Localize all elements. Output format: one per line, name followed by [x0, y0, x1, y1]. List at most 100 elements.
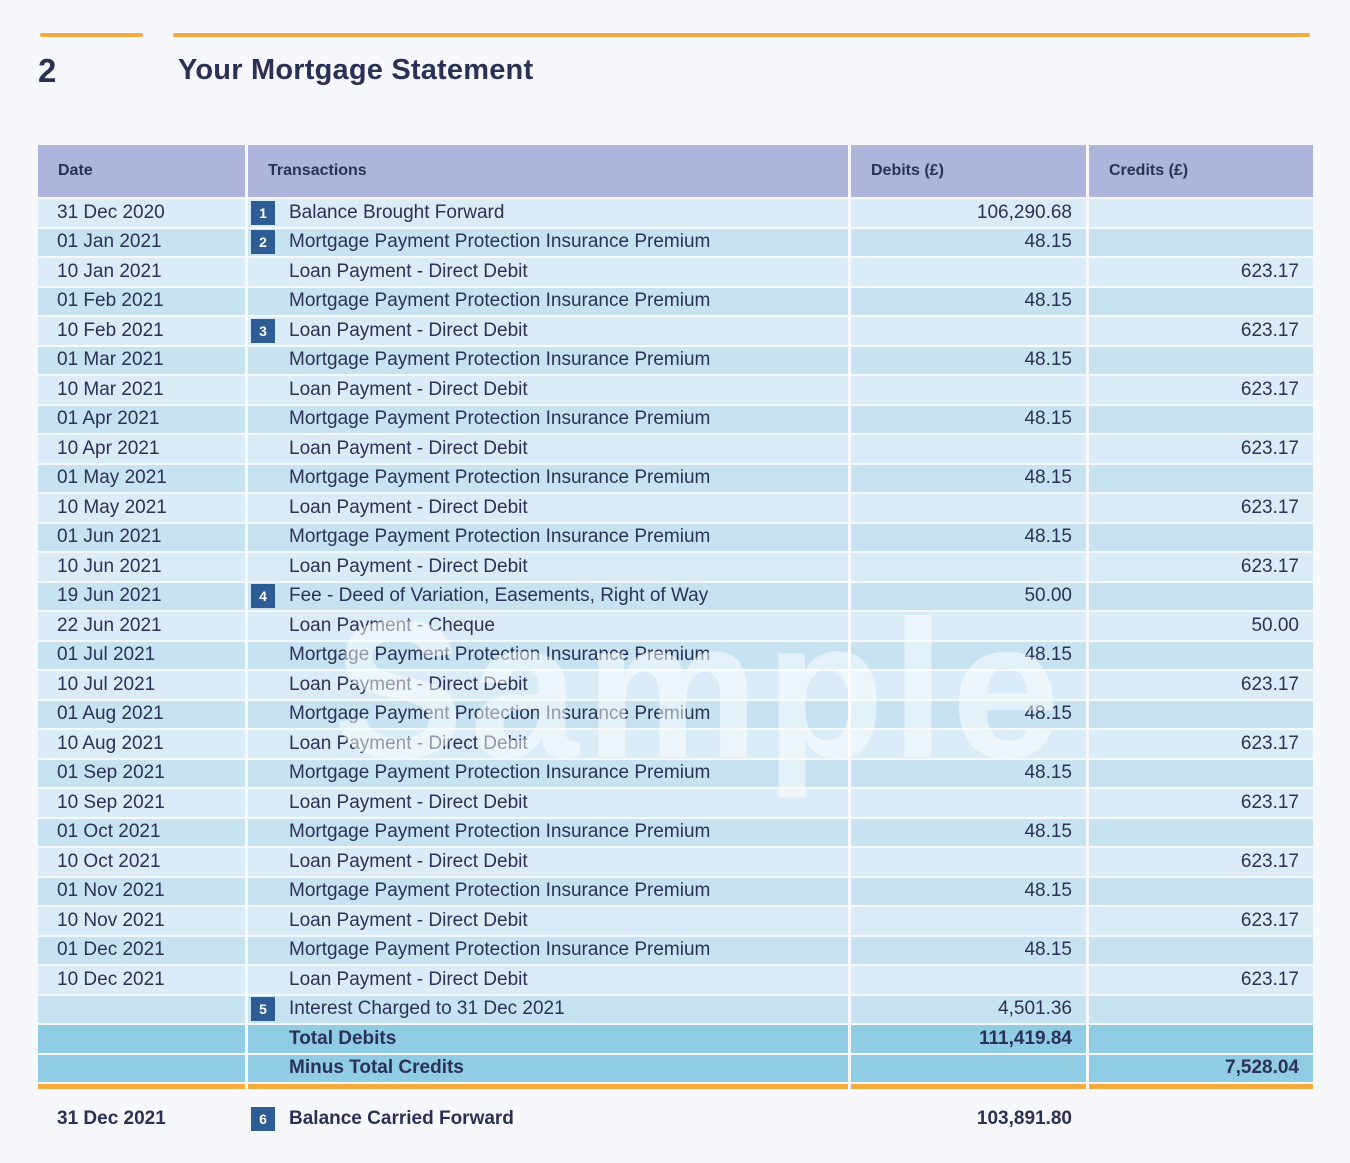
transaction-label: Loan Payment - Direct Debit	[289, 378, 528, 400]
debit-cell: 48.15	[851, 700, 1086, 728]
balance-date: 31 Dec 2021	[57, 1108, 166, 1129]
total-debits-row: Total Debits 111,419.84	[38, 1025, 1313, 1053]
date-cell: 01 Dec 2021	[38, 936, 245, 964]
credit-cell	[1089, 199, 1313, 227]
debit-cell	[851, 671, 1086, 699]
date-cell: 10 Apr 2021	[38, 435, 245, 463]
debit-cell: 4,501.36	[851, 995, 1086, 1023]
date-cell: 31 Dec 2020	[38, 199, 245, 227]
transaction-label: Mortgage Payment Protection Insurance Pr…	[289, 880, 711, 902]
transaction-label: Loan Payment - Direct Debit	[289, 437, 528, 459]
date-cell	[38, 995, 245, 1023]
debit-cell: 48.15	[851, 759, 1086, 787]
debit-cell: 48.15	[851, 523, 1086, 551]
total-credits-label: Minus Total Credits	[248, 1054, 848, 1082]
credit-cell	[1089, 936, 1313, 964]
balance-label: Balance Carried Forward	[289, 1108, 514, 1129]
section-accent-rule	[40, 33, 143, 37]
credit-cell: 623.17	[1089, 671, 1313, 699]
title-accent-rule	[173, 33, 1310, 37]
table-row: 10 Jul 2021 Loan Payment - Direct Debit …	[38, 671, 1313, 699]
total-credits-debit-cell	[851, 1054, 1086, 1082]
column-header-debits: Debits (£)	[851, 145, 1086, 197]
date-cell: 10 May 2021	[38, 494, 245, 522]
table-row: 10 Sep 2021 Loan Payment - Direct Debit …	[38, 789, 1313, 817]
date-cell: 10 Jul 2021	[38, 671, 245, 699]
credit-cell: 623.17	[1089, 435, 1313, 463]
transaction-label: Mortgage Payment Protection Insurance Pr…	[289, 703, 711, 725]
date-cell: 01 Jun 2021	[38, 523, 245, 551]
transaction-label: Balance Brought Forward	[289, 201, 505, 223]
transaction-label: Loan Payment - Direct Debit	[289, 555, 528, 577]
date-cell: 01 May 2021	[38, 464, 245, 492]
transaction-label: Loan Payment - Direct Debit	[289, 850, 528, 872]
balance-value: 103,891.80	[976, 1108, 1072, 1129]
debit-cell: 48.15	[851, 818, 1086, 846]
credit-cell	[1089, 287, 1313, 315]
transaction-label: Mortgage Payment Protection Insurance Pr…	[289, 231, 711, 253]
table-row: 01 Oct 2021 Mortgage Payment Protection …	[38, 818, 1313, 846]
transaction-cell: Mortgage Payment Protection Insurance Pr…	[248, 700, 848, 728]
credit-cell	[1089, 464, 1313, 492]
transaction-cell: 3 Loan Payment - Direct Debit	[248, 317, 848, 345]
credit-cell	[1089, 700, 1313, 728]
transaction-label: Fee - Deed of Variation, Easements, Righ…	[289, 585, 709, 607]
debit-cell: 48.15	[851, 877, 1086, 905]
balance-credit-cell	[1089, 1105, 1313, 1133]
transaction-cell: Mortgage Payment Protection Insurance Pr…	[248, 346, 848, 374]
table-row: 10 Dec 2021 Loan Payment - Direct Debit …	[38, 966, 1313, 994]
debit-cell	[851, 435, 1086, 463]
credit-cell	[1089, 995, 1313, 1023]
transaction-label: Loan Payment - Direct Debit	[289, 791, 528, 813]
transaction-cell: Loan Payment - Direct Debit	[248, 966, 848, 994]
credit-cell: 623.17	[1089, 494, 1313, 522]
debit-cell	[851, 907, 1086, 935]
section-number: 2	[38, 52, 57, 89]
debit-cell	[851, 317, 1086, 345]
debit-cell: 48.15	[851, 641, 1086, 669]
credit-cell	[1089, 759, 1313, 787]
date-cell: 01 Mar 2021	[38, 346, 245, 374]
transaction-cell: Loan Payment - Direct Debit	[248, 730, 848, 758]
note-badge: 2	[251, 230, 275, 255]
debit-cell: 48.15	[851, 936, 1086, 964]
total-credits-row: Minus Total Credits 7,528.04	[38, 1054, 1313, 1082]
balance-carried-forward-row: 31 Dec 2021 6 Balance Carried Forward 10…	[38, 1105, 1313, 1133]
transaction-cell: Mortgage Payment Protection Insurance Pr…	[248, 464, 848, 492]
table-row: 10 Jan 2021 Loan Payment - Direct Debit …	[38, 258, 1313, 286]
date-cell: 01 Apr 2021	[38, 405, 245, 433]
transaction-label: Mortgage Payment Protection Insurance Pr…	[289, 290, 711, 312]
transaction-label: Loan Payment - Direct Debit	[289, 496, 528, 518]
credit-cell: 623.17	[1089, 553, 1313, 581]
debit-cell: 48.15	[851, 405, 1086, 433]
debit-cell: 50.00	[851, 582, 1086, 610]
statement-table: Date Transactions Debits (£) Credits (£)…	[38, 145, 1313, 1133]
note-badge: 4	[251, 584, 275, 609]
transaction-label: Mortgage Payment Protection Insurance Pr…	[289, 526, 711, 548]
debit-cell: 48.15	[851, 287, 1086, 315]
transaction-label: Mortgage Payment Protection Insurance Pr…	[289, 644, 711, 666]
date-cell: 10 Oct 2021	[38, 848, 245, 876]
credit-cell: 623.17	[1089, 730, 1313, 758]
date-cell: 10 Nov 2021	[38, 907, 245, 935]
transaction-label: Loan Payment - Direct Debit	[289, 319, 528, 341]
transaction-cell: Loan Payment - Cheque	[248, 612, 848, 640]
debit-cell	[851, 848, 1086, 876]
credit-cell: 50.00	[1089, 612, 1313, 640]
debit-cell	[851, 730, 1086, 758]
transaction-label: Loan Payment - Direct Debit	[289, 260, 528, 282]
debit-cell: 48.15	[851, 346, 1086, 374]
debit-cell	[851, 553, 1086, 581]
transaction-cell: Mortgage Payment Protection Insurance Pr…	[248, 405, 848, 433]
debit-cell	[851, 494, 1086, 522]
credit-cell	[1089, 641, 1313, 669]
date-cell: 01 Feb 2021	[38, 287, 245, 315]
debit-cell	[851, 966, 1086, 994]
credit-cell	[1089, 818, 1313, 846]
note-badge: 5	[251, 997, 275, 1022]
debit-cell: 48.15	[851, 228, 1086, 256]
date-cell: 10 Mar 2021	[38, 376, 245, 404]
note-badge-6: 6	[251, 1107, 275, 1131]
credit-cell: 623.17	[1089, 376, 1313, 404]
transaction-cell: Loan Payment - Direct Debit	[248, 553, 848, 581]
